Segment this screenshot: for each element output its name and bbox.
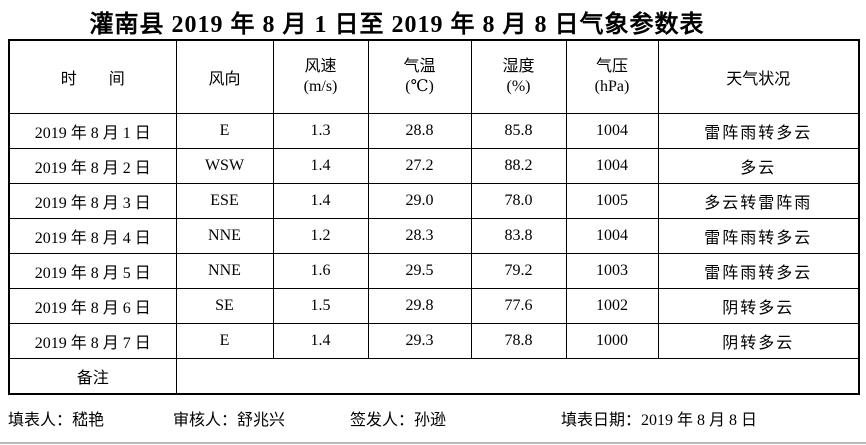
table-row: 2019 年 8 月 2 日 WSW 1.4 27.2 88.2 1004 多云 <box>8 147 860 184</box>
weather-parameters-table: 时 间 风向 风速 (m/s) 气温 (℃) 湿度 (%) 气压 (hPa) <box>8 39 860 395</box>
header-pressure: 气压 (hPa) <box>565 39 659 114</box>
wind-speed-cell: 1.6 <box>272 252 369 289</box>
weather-condition-cell: 多云 <box>657 147 860 184</box>
header-weather-condition: 天气状况 <box>657 39 860 114</box>
wind-speed-cell: 1.2 <box>272 217 369 254</box>
pressure-cell: 1000 <box>565 322 659 359</box>
wind-direction-cell: NNE <box>175 217 274 254</box>
humidity-cell: 88.2 <box>470 147 567 184</box>
header-pressure-unit: (hPa) <box>594 77 630 95</box>
temperature-cell: 29.3 <box>367 322 472 359</box>
header-wind-speed-label: 风速 <box>304 57 337 75</box>
table-row: 2019 年 8 月 6 日 SE 1.5 29.8 77.6 1002 阴转多… <box>8 287 860 324</box>
wind-speed-cell: 1.4 <box>272 147 369 184</box>
title-container: 灌南县 2019 年 8 月 1 日至 2019 年 8 月 8 日气象参数表 <box>0 4 794 39</box>
date-cell: 2019 年 8 月 5 日 <box>8 252 177 289</box>
temperature-cell: 28.3 <box>367 217 472 254</box>
humidity-cell: 78.8 <box>470 322 567 359</box>
footer-form-date: 填表日期：2019 年 8 月 8 日 <box>561 412 758 429</box>
weather-condition-cell: 阴转多云 <box>657 322 860 359</box>
weather-condition-cell: 雷阵雨转多云 <box>657 252 860 289</box>
header-humidity-label: 湿度 <box>502 57 535 75</box>
header-temperature: 气温 (℃) <box>367 39 472 114</box>
wind-speed-cell: 1.4 <box>272 322 369 359</box>
table-header-row: 时 间 风向 风速 (m/s) 气温 (℃) 湿度 (%) 气压 (hPa) <box>8 39 860 114</box>
header-wind-speed: 风速 (m/s) <box>272 39 369 114</box>
pressure-cell: 1004 <box>565 217 659 254</box>
header-wind-direction: 风向 <box>175 39 274 114</box>
date-cell: 2019 年 8 月 3 日 <box>8 182 177 219</box>
humidity-cell: 83.8 <box>470 217 567 254</box>
header-humidity-unit: (%) <box>506 77 531 95</box>
table-row: 2019 年 8 月 1 日 E 1.3 28.8 85.8 1004 雷阵雨转… <box>8 112 860 149</box>
header-time: 时 间 <box>8 39 177 114</box>
remark-value-cell <box>175 357 860 395</box>
table-row: 2019 年 8 月 7 日 E 1.4 29.3 78.8 1000 阴转多云 <box>8 322 860 359</box>
pressure-cell: 1005 <box>565 182 659 219</box>
header-temperature-label: 气温 <box>403 57 436 75</box>
footer-form-filler: 填表人：嵇艳 <box>8 412 105 429</box>
table-row: 2019 年 8 月 3 日 ESE 1.4 29.0 78.0 1005 多云… <box>8 182 860 219</box>
footer-reviewer: 审核人：舒兆兴 <box>173 412 286 429</box>
wind-direction-cell: WSW <box>175 147 274 184</box>
remark-label-cell: 备注 <box>8 357 177 395</box>
pressure-cell: 1004 <box>565 147 659 184</box>
pressure-cell: 1002 <box>565 287 659 324</box>
temperature-cell: 27.2 <box>367 147 472 184</box>
humidity-cell: 77.6 <box>470 287 567 324</box>
date-cell: 2019 年 8 月 7 日 <box>8 322 177 359</box>
wind-speed-cell: 1.5 <box>272 287 369 324</box>
wind-speed-cell: 1.4 <box>272 182 369 219</box>
wind-direction-cell: NNE <box>175 252 274 289</box>
date-cell: 2019 年 8 月 1 日 <box>8 112 177 149</box>
weather-condition-cell: 雷阵雨转多云 <box>657 217 860 254</box>
table-row: 2019 年 8 月 4 日 NNE 1.2 28.3 83.8 1004 雷阵… <box>8 217 860 254</box>
temperature-cell: 29.5 <box>367 252 472 289</box>
temperature-cell: 29.0 <box>367 182 472 219</box>
weather-condition-cell: 多云转雷阵雨 <box>657 182 860 219</box>
temperature-cell: 28.8 <box>367 112 472 149</box>
wind-direction-cell: E <box>175 112 274 149</box>
wind-speed-cell: 1.3 <box>272 112 369 149</box>
wind-direction-cell: E <box>175 322 274 359</box>
header-pressure-label: 气压 <box>595 57 628 75</box>
header-wind-speed-unit: (m/s) <box>303 77 338 95</box>
page-edge-divider <box>0 442 866 444</box>
table-row: 2019 年 8 月 5 日 NNE 1.6 29.5 79.2 1003 雷阵… <box>8 252 860 289</box>
header-temperature-unit: (℃) <box>405 77 434 95</box>
footer: 填表人：嵇艳 审核人：舒兆兴 签发人：孙逊 填表日期：2019 年 8 月 8 … <box>0 406 866 432</box>
humidity-cell: 85.8 <box>470 112 567 149</box>
header-humidity: 湿度 (%) <box>470 39 567 114</box>
footer-issuer: 签发人：孙逊 <box>350 412 447 429</box>
date-cell: 2019 年 8 月 6 日 <box>8 287 177 324</box>
remark-row: 备注 <box>8 357 860 395</box>
wind-direction-cell: ESE <box>175 182 274 219</box>
humidity-cell: 78.0 <box>470 182 567 219</box>
page-title: 灌南县 2019 年 8 月 1 日至 2019 年 8 月 8 日气象参数表 <box>89 12 705 38</box>
date-cell: 2019 年 8 月 4 日 <box>8 217 177 254</box>
wind-direction-cell: SE <box>175 287 274 324</box>
pressure-cell: 1003 <box>565 252 659 289</box>
date-cell: 2019 年 8 月 2 日 <box>8 147 177 184</box>
weather-condition-cell: 雷阵雨转多云 <box>657 112 860 149</box>
weather-condition-cell: 阴转多云 <box>657 287 860 324</box>
pressure-cell: 1004 <box>565 112 659 149</box>
humidity-cell: 79.2 <box>470 252 567 289</box>
temperature-cell: 29.8 <box>367 287 472 324</box>
